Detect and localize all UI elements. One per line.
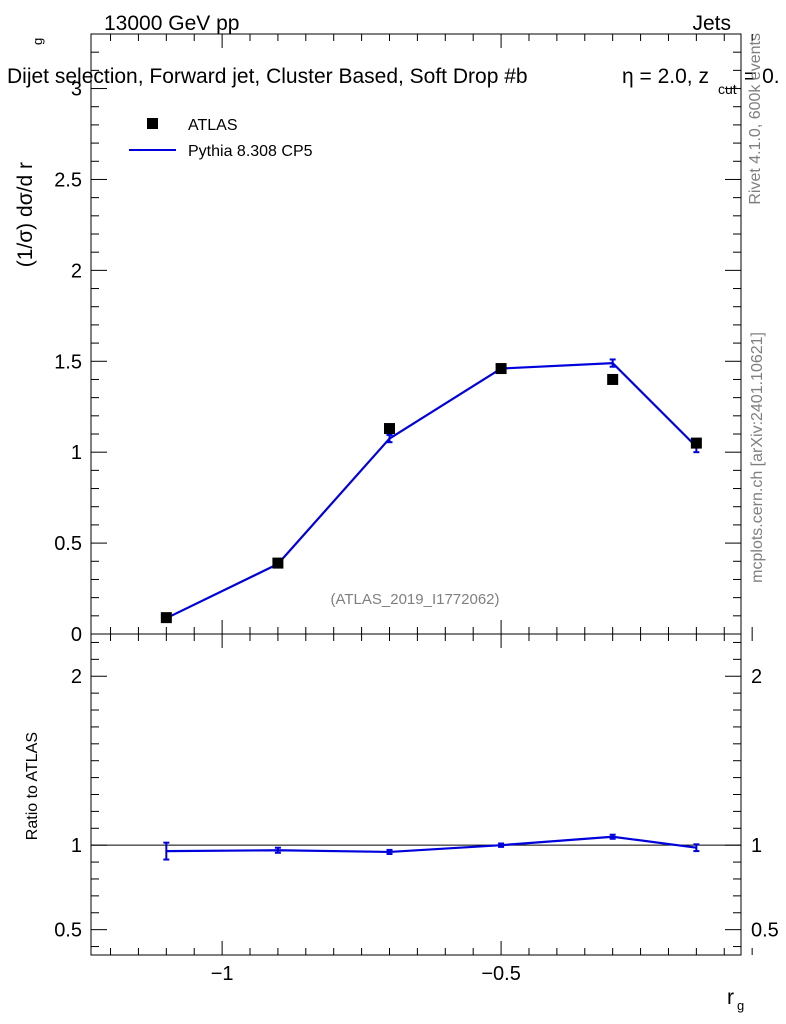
header-energy-label: 13000 GeV pp — [104, 12, 239, 35]
main-ytick-label: 2.5 — [54, 169, 82, 191]
selection-title-end: = 0. — [744, 65, 780, 88]
main-ylabel: (1/σ) dσ/d r — [14, 162, 37, 267]
ratio-ytick-label-right: 1 — [751, 835, 762, 857]
main-ytick-label: 0.5 — [54, 533, 82, 555]
main-ytick-label: 1 — [71, 442, 82, 464]
mcplots-label: mcplots.cern.ch [arXiv:2401.10621] — [749, 332, 766, 583]
main-ytick-label: 1.5 — [54, 351, 82, 373]
ratio-ytick-label-right: 2 — [751, 666, 762, 688]
legend-atlas-label: ATLAS — [188, 117, 238, 134]
main-ytick-label: 0 — [71, 624, 82, 646]
ratio-pythia-line — [166, 835, 697, 854]
ratio-ytick-label-right: 0.5 — [751, 920, 779, 942]
main-plot-panel: 0 0.5 1 1.5 2 2.5 3 — [54, 33, 753, 646]
pythia-series-line — [165, 361, 698, 620]
ratio-plot-panel: 0.5 0.5 1 1 2 2 −1 −0.5 — [54, 633, 779, 985]
ratio-plot-frame — [90, 633, 742, 956]
main-ylabel-sub: g — [30, 38, 45, 45]
atlas-data-point — [607, 373, 619, 385]
rivet-version-label: Rivet 4.1.0, 600k events — [747, 33, 764, 205]
legend: ATLAS Pythia 8.308 CP5 — [129, 117, 313, 160]
legend-pythia-label: Pythia 8.308 CP5 — [188, 143, 313, 160]
analysis-watermark: (ATLAS_2019_I1772062) — [330, 591, 499, 608]
ratio-ytick-label: 0.5 — [54, 920, 82, 942]
x-tick-label: −1 — [211, 963, 234, 985]
main-ytick-label: 3 — [71, 79, 82, 101]
x-tick-label: −0.5 — [481, 963, 520, 985]
atlas-data-point — [495, 363, 507, 375]
selection-title-eta: η = 2.0, z — [622, 65, 709, 88]
ratio-ytick-label: 2 — [71, 666, 82, 688]
x-axis-label-sub: g — [737, 998, 744, 1013]
atlas-data-point — [690, 437, 702, 449]
legend-atlas-marker — [147, 118, 158, 129]
atlas-data-point — [383, 423, 395, 435]
x-axis-label: r — [727, 986, 734, 1009]
atlas-data-point — [272, 557, 284, 569]
selection-title: Dijet selection, Forward jet, Cluster Ba… — [7, 65, 528, 88]
main-ytick-label: 2 — [71, 260, 82, 282]
ratio-ylabel: Ratio to ATLAS — [24, 732, 41, 840]
header-jets-label: Jets — [692, 12, 731, 35]
ratio-ytick-label: 1 — [71, 835, 82, 857]
atlas-data-point — [160, 612, 172, 624]
